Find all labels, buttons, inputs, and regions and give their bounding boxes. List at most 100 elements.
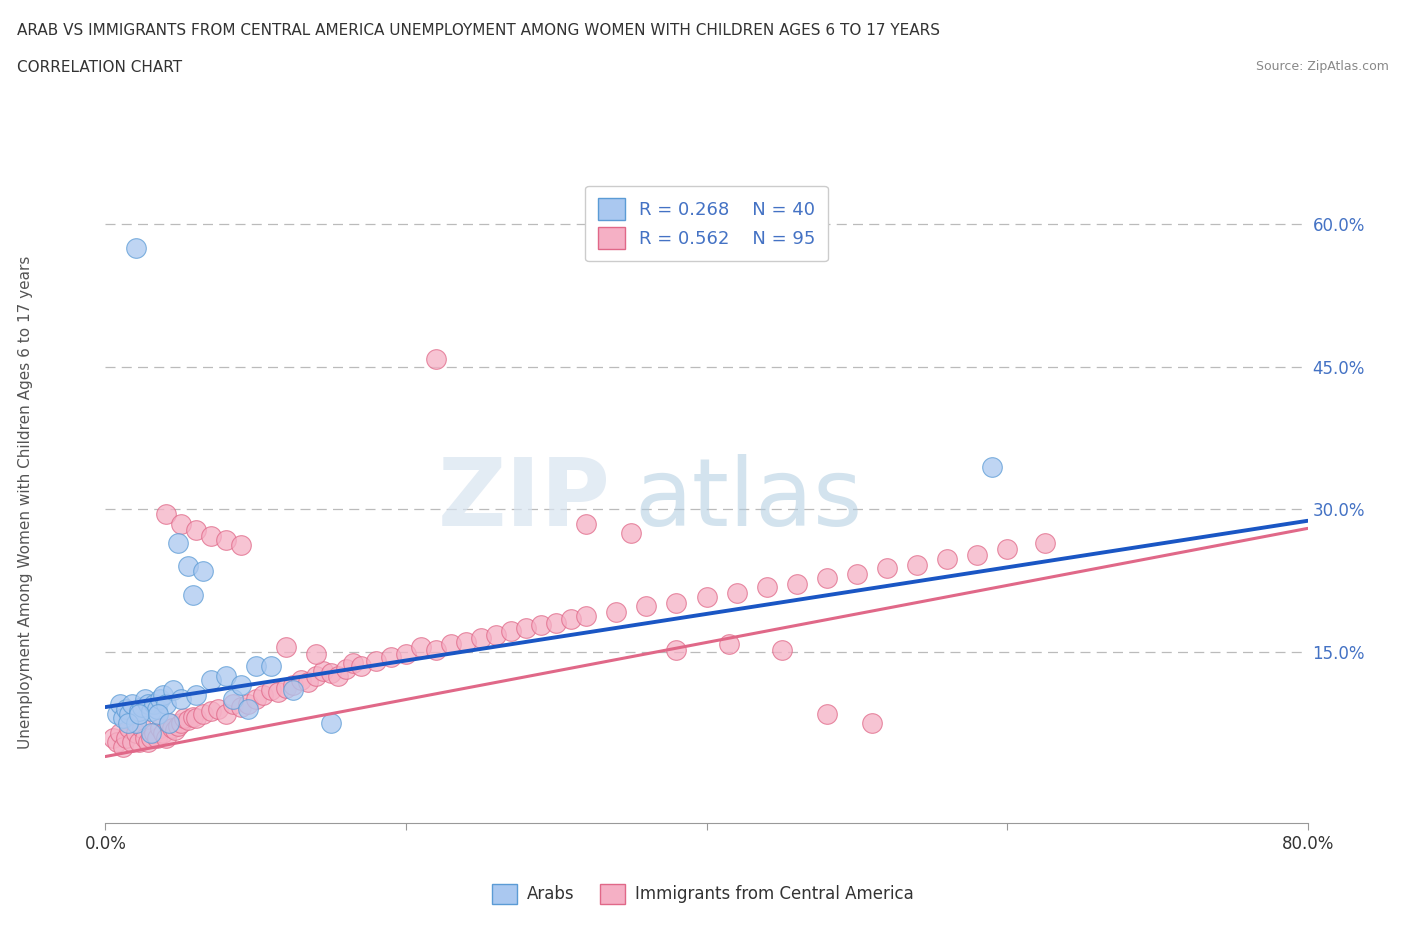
Point bbox=[815, 706, 838, 721]
Text: ARAB VS IMMIGRANTS FROM CENTRAL AMERICA UNEMPLOYMENT AMONG WOMEN WITH CHILDREN A: ARAB VS IMMIGRANTS FROM CENTRAL AMERICA … bbox=[17, 23, 939, 38]
Point bbox=[350, 658, 373, 673]
Point bbox=[157, 716, 180, 731]
Point bbox=[876, 561, 898, 576]
Point bbox=[425, 352, 447, 366]
Point bbox=[177, 713, 200, 728]
Point bbox=[112, 711, 135, 726]
Point bbox=[845, 566, 868, 581]
Point bbox=[485, 628, 508, 643]
Point bbox=[267, 684, 290, 699]
Point bbox=[229, 538, 252, 553]
Point bbox=[312, 663, 335, 678]
Point bbox=[117, 716, 139, 731]
Point bbox=[110, 697, 132, 711]
Point bbox=[118, 706, 141, 721]
Point bbox=[636, 599, 658, 614]
Point bbox=[786, 576, 808, 591]
Point bbox=[605, 604, 627, 619]
Point bbox=[620, 525, 643, 540]
Point bbox=[145, 701, 167, 716]
Text: Unemployment Among Women with Children Ages 6 to 17 years: Unemployment Among Women with Children A… bbox=[18, 256, 32, 749]
Point bbox=[145, 730, 167, 745]
Point bbox=[155, 507, 177, 522]
Point bbox=[134, 692, 156, 707]
Point bbox=[157, 716, 180, 731]
Point bbox=[162, 683, 184, 698]
Point bbox=[501, 624, 523, 639]
Point bbox=[283, 678, 305, 693]
Text: Source: ZipAtlas.com: Source: ZipAtlas.com bbox=[1256, 60, 1389, 73]
Point bbox=[530, 618, 553, 632]
Point bbox=[131, 699, 153, 714]
Point bbox=[160, 721, 183, 736]
Point bbox=[139, 703, 162, 718]
Point bbox=[229, 678, 252, 693]
Point bbox=[770, 643, 793, 658]
Point bbox=[163, 723, 186, 737]
Point bbox=[305, 669, 328, 684]
Point bbox=[155, 730, 177, 745]
Point bbox=[725, 586, 748, 601]
Text: CORRELATION CHART: CORRELATION CHART bbox=[17, 60, 181, 75]
Point bbox=[283, 683, 305, 698]
Point bbox=[169, 516, 191, 531]
Point bbox=[665, 643, 688, 658]
Point bbox=[184, 711, 207, 726]
Point bbox=[274, 640, 297, 655]
Point bbox=[319, 666, 342, 681]
Point bbox=[107, 706, 129, 721]
Point bbox=[238, 701, 260, 716]
Point bbox=[148, 721, 170, 736]
Point bbox=[128, 706, 150, 721]
Point bbox=[173, 711, 195, 726]
Point bbox=[191, 564, 214, 578]
Point bbox=[260, 658, 283, 673]
Point bbox=[981, 459, 1004, 474]
Point bbox=[252, 687, 274, 702]
Point bbox=[200, 528, 222, 543]
Point bbox=[305, 646, 328, 661]
Point bbox=[1033, 535, 1056, 550]
Text: atlas: atlas bbox=[634, 454, 863, 546]
Point bbox=[146, 706, 169, 721]
Point bbox=[200, 673, 222, 688]
Point bbox=[155, 697, 177, 711]
Text: ZIP: ZIP bbox=[437, 454, 610, 546]
Point bbox=[124, 716, 146, 731]
Legend: Arabs, Immigrants from Central America: Arabs, Immigrants from Central America bbox=[485, 877, 921, 910]
Point bbox=[342, 656, 364, 671]
Point bbox=[207, 701, 229, 716]
Point bbox=[121, 735, 143, 750]
Point bbox=[575, 608, 598, 623]
Point bbox=[395, 646, 418, 661]
Point bbox=[860, 716, 883, 731]
Point bbox=[222, 697, 245, 711]
Point bbox=[169, 692, 191, 707]
Point bbox=[995, 542, 1018, 557]
Point bbox=[936, 551, 959, 566]
Point bbox=[115, 701, 138, 716]
Point bbox=[128, 735, 150, 750]
Point bbox=[181, 710, 204, 724]
Point bbox=[181, 588, 204, 603]
Point bbox=[335, 661, 357, 676]
Point bbox=[214, 706, 236, 721]
Point bbox=[177, 559, 200, 574]
Point bbox=[166, 719, 188, 734]
Point bbox=[142, 697, 165, 711]
Point bbox=[665, 595, 688, 610]
Point bbox=[966, 548, 988, 563]
Point bbox=[128, 703, 150, 718]
Point bbox=[575, 516, 598, 531]
Point bbox=[515, 620, 537, 635]
Point bbox=[136, 735, 159, 750]
Point bbox=[214, 532, 236, 547]
Point bbox=[319, 716, 342, 731]
Point bbox=[124, 241, 146, 256]
Point bbox=[184, 687, 207, 702]
Point bbox=[131, 721, 153, 736]
Point bbox=[118, 721, 141, 736]
Point bbox=[409, 640, 432, 655]
Point bbox=[110, 725, 132, 740]
Point bbox=[112, 739, 135, 754]
